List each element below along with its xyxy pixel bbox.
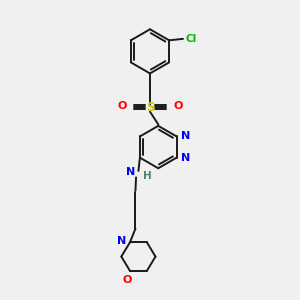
Text: H: H (143, 171, 152, 181)
Text: N: N (181, 131, 190, 141)
Text: O: O (117, 101, 126, 111)
Text: N: N (126, 167, 136, 177)
Text: Cl: Cl (186, 34, 197, 44)
Text: O: O (123, 275, 132, 285)
Text: O: O (174, 101, 183, 111)
Text: N: N (181, 153, 190, 163)
Text: S: S (146, 101, 154, 114)
Text: N: N (117, 236, 126, 246)
